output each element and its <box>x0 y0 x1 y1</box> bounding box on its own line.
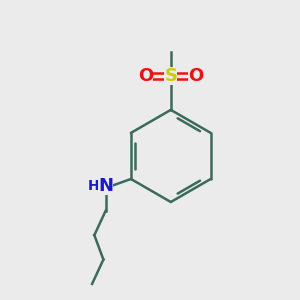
Text: S: S <box>164 67 177 85</box>
Text: H: H <box>87 179 99 194</box>
Text: O: O <box>138 67 153 85</box>
Text: O: O <box>188 67 204 85</box>
Text: N: N <box>98 177 113 195</box>
